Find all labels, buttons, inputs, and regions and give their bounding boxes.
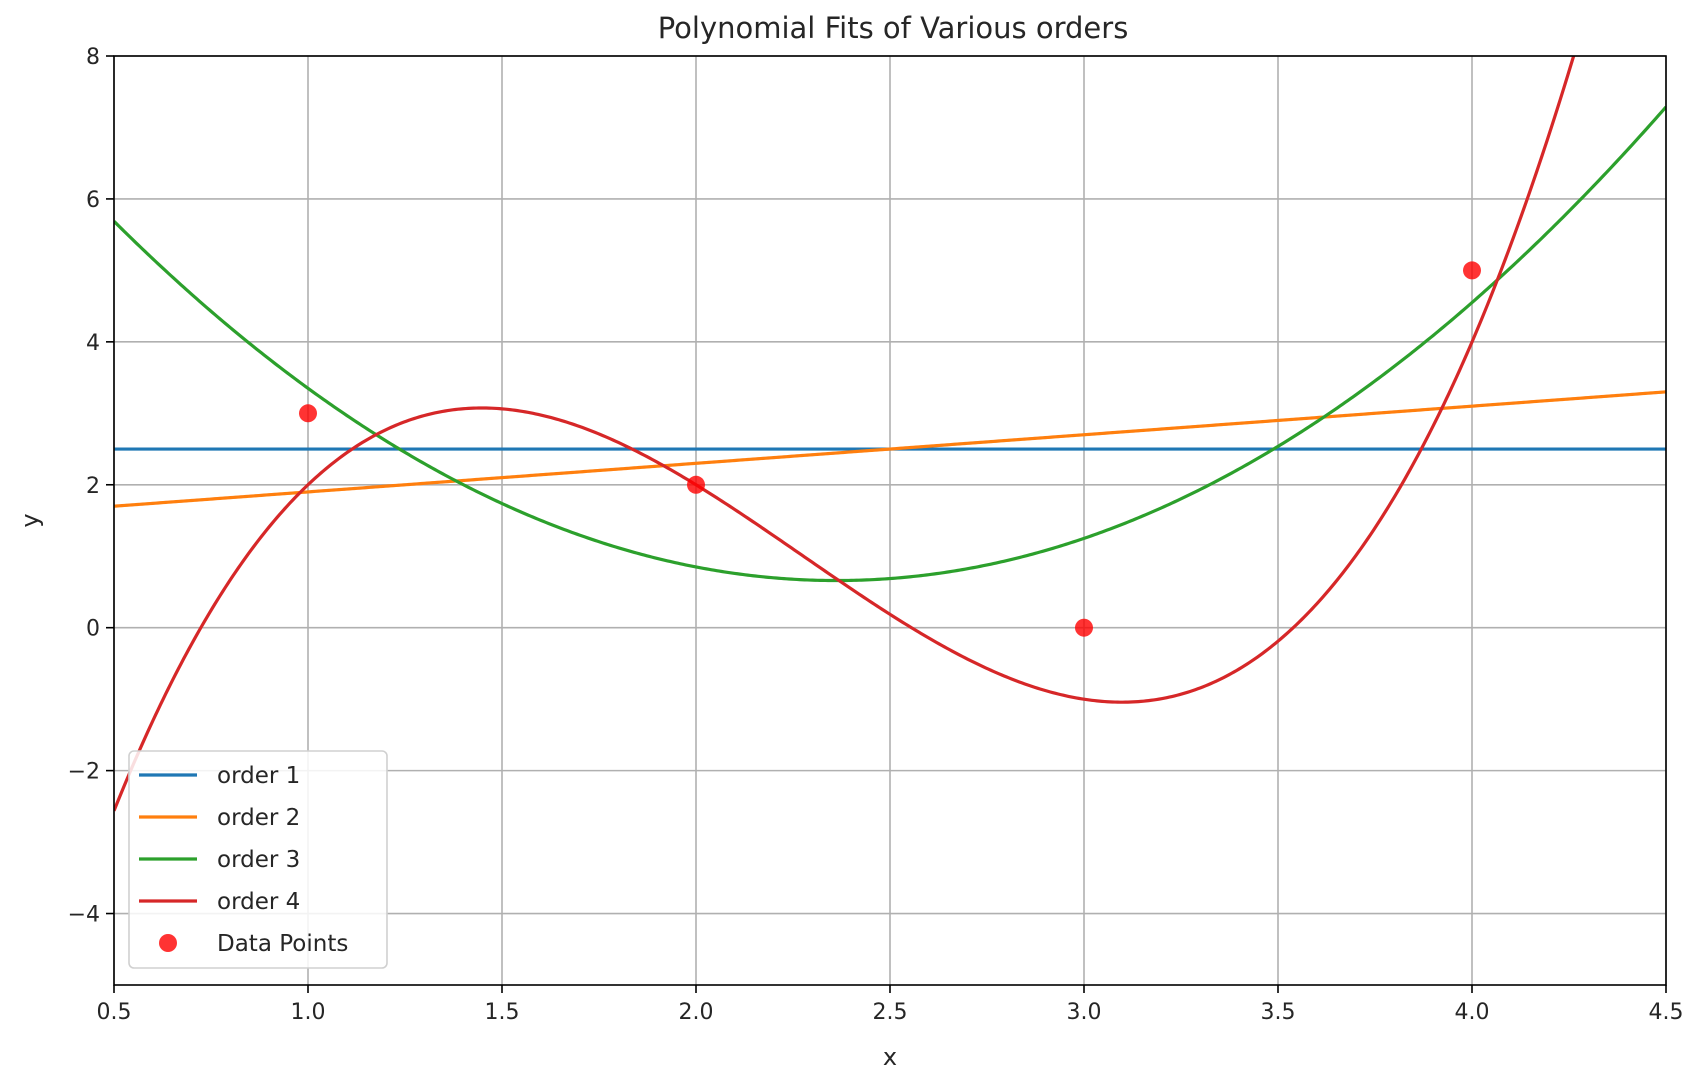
y-tick-label: 0 xyxy=(86,617,100,642)
x-tick-label: 1.0 xyxy=(291,1000,326,1025)
x-axis-label: x xyxy=(883,1043,897,1071)
series-lines xyxy=(114,56,1666,812)
y-tick-label: −2 xyxy=(68,760,100,785)
series-line-order-4 xyxy=(114,56,1576,812)
data-point-1 xyxy=(299,404,317,423)
y-tick-label: −4 xyxy=(68,903,100,928)
y-tick-label: 2 xyxy=(86,474,100,499)
x-tick-label: 2.0 xyxy=(679,1000,714,1025)
legend-box xyxy=(128,750,388,969)
y-tick-label: 4 xyxy=(86,331,100,356)
legend-label-data-points: Data Points xyxy=(217,931,348,957)
x-tick-label: 3.0 xyxy=(1067,1000,1102,1025)
x-tick-label: 1.5 xyxy=(485,1000,520,1025)
y-axis-label: y xyxy=(16,513,44,527)
y-tick-label: 6 xyxy=(86,188,100,213)
data-point-2 xyxy=(687,475,705,494)
x-tick-label: 0.5 xyxy=(97,1000,132,1025)
legend-label-order-1: order 1 xyxy=(217,763,300,789)
series-line-order-2 xyxy=(114,390,1666,508)
legend-label-order-3: order 3 xyxy=(217,847,300,873)
chart-title: Polynomial Fits of Various orders xyxy=(658,11,1129,45)
x-tick-label: 4.5 xyxy=(1649,1000,1684,1025)
x-tick-label: 3.5 xyxy=(1261,1000,1296,1025)
legend-label-order-2: order 2 xyxy=(217,805,300,831)
plot-area: 0.5 1.0 1.5 2.0 2.5 3.0 3.5 4.0 4.5 −4 −2 0 2 4 6 8 x y xyxy=(16,45,1684,1071)
x-tick-label: 4.0 xyxy=(1455,1000,1490,1025)
data-point-4 xyxy=(1463,261,1481,280)
legend-label-order-4: order 4 xyxy=(217,889,300,915)
series-line-order-3 xyxy=(114,105,1666,583)
x-tick-label: 2.5 xyxy=(873,1000,908,1025)
data-point-3 xyxy=(1075,618,1093,637)
legend-swatch-data-points xyxy=(159,934,177,952)
legend: order 1 order 2 order 3 order 4 Data Points xyxy=(128,750,388,969)
y-tick-label: 8 xyxy=(86,45,100,70)
